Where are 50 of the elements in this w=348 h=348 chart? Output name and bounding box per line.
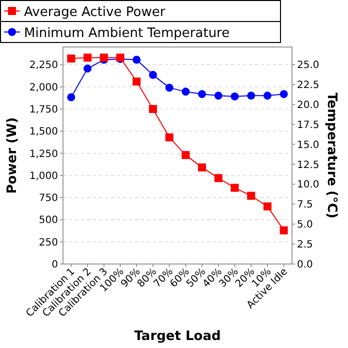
- point: [165, 84, 174, 92]
- y2-tick-label: 20.0: [297, 100, 320, 111]
- point: [84, 64, 92, 73]
- x-axis-title: Target Load: [134, 329, 221, 344]
- y-tick-label: 2,000: [29, 82, 58, 94]
- y2-tick-label: 22.5: [297, 80, 320, 91]
- y2-tick-label: 17.5: [297, 120, 320, 131]
- point: [165, 133, 174, 142]
- legend-label: Average Active Power: [24, 5, 166, 20]
- y2-tick-label: 12.5: [297, 160, 320, 171]
- point: [247, 192, 256, 200]
- y-tick-label: 1,500: [29, 126, 58, 138]
- point: [84, 54, 92, 62]
- y2-axis-title: Temperature (°C): [324, 92, 339, 218]
- y-axis-title: Power (W): [5, 117, 20, 194]
- point: [214, 92, 222, 100]
- point: [132, 78, 141, 86]
- y-tick-label: 500: [38, 215, 58, 226]
- point: [198, 163, 206, 172]
- y-tick-label: 1,750: [29, 104, 58, 116]
- point: [263, 202, 272, 210]
- point: [263, 92, 272, 100]
- y-tick-label: 1,250: [29, 148, 58, 160]
- y-tick-label: 1,000: [29, 170, 58, 182]
- point: [230, 184, 239, 192]
- point: [214, 174, 222, 182]
- point: [280, 90, 288, 98]
- point: [182, 88, 190, 96]
- y2-tick-label: 0.0: [297, 260, 313, 270]
- legend-label: Minimum Ambient Temperature: [24, 26, 230, 41]
- y2-tick-label: 15.0: [297, 140, 320, 151]
- y2-tick-label: 10.0: [297, 180, 320, 191]
- point: [148, 105, 157, 113]
- y-tick-label: 750: [38, 193, 58, 204]
- y2-tick-label: 25.0: [297, 60, 320, 72]
- y2-tick-label: 7.5: [297, 200, 313, 211]
- point: [182, 151, 190, 160]
- point: [67, 54, 76, 63]
- point: [148, 70, 157, 79]
- y-tick-label: 250: [38, 237, 58, 248]
- point: [198, 90, 206, 98]
- point: [132, 56, 141, 64]
- point: [67, 93, 76, 102]
- y2-tick-label: 2.5: [297, 240, 313, 251]
- point: [230, 92, 239, 100]
- y-tick-label: 2,250: [29, 60, 58, 72]
- point: [280, 226, 288, 234]
- y-tick-label: 0: [52, 260, 58, 270]
- y2-tick-label: 5.0: [297, 220, 313, 231]
- point: [247, 92, 256, 100]
